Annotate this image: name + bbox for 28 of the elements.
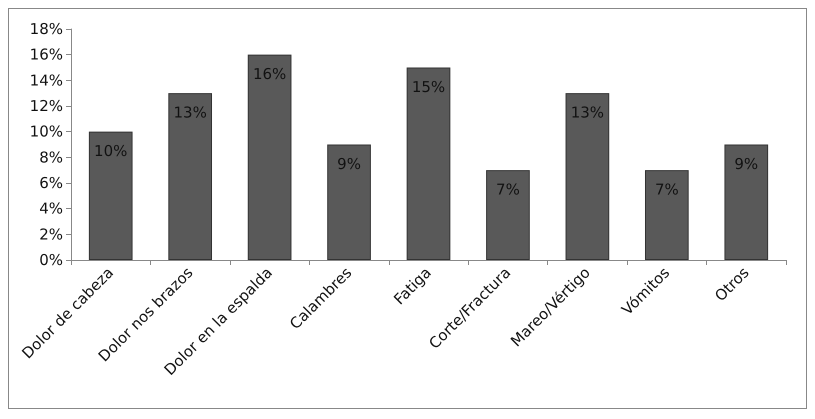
bar: [327, 144, 371, 260]
data-label: 13%: [173, 104, 207, 122]
y-tick-label: 0%: [39, 251, 63, 269]
y-tick-label: 16%: [30, 46, 63, 64]
data-label: 10%: [94, 142, 128, 160]
y-tick-label: 8%: [39, 148, 63, 166]
bar: [724, 144, 768, 260]
data-label: 13%: [570, 104, 604, 122]
bar: [566, 93, 610, 260]
data-label: 9%: [337, 155, 361, 173]
bar: [168, 93, 212, 260]
bar: [406, 68, 450, 260]
bar: [248, 54, 292, 260]
data-label: 7%: [496, 180, 520, 199]
bar: [644, 170, 689, 260]
data-label: 9%: [734, 155, 758, 173]
y-tick-label: 18%: [30, 20, 63, 38]
y-tick-label: 4%: [39, 200, 63, 218]
y-tick-label: 2%: [39, 225, 63, 244]
data-label: 7%: [654, 180, 679, 199]
data-label: 16%: [252, 65, 286, 84]
y-tick-label: 14%: [30, 71, 63, 90]
y-tick-label: 10%: [30, 122, 63, 141]
y-tick-label: 12%: [30, 97, 63, 115]
y-tick-label: 6%: [39, 174, 63, 192]
bar: [486, 170, 530, 260]
data-label: 15%: [412, 78, 446, 96]
bar: [88, 132, 133, 260]
